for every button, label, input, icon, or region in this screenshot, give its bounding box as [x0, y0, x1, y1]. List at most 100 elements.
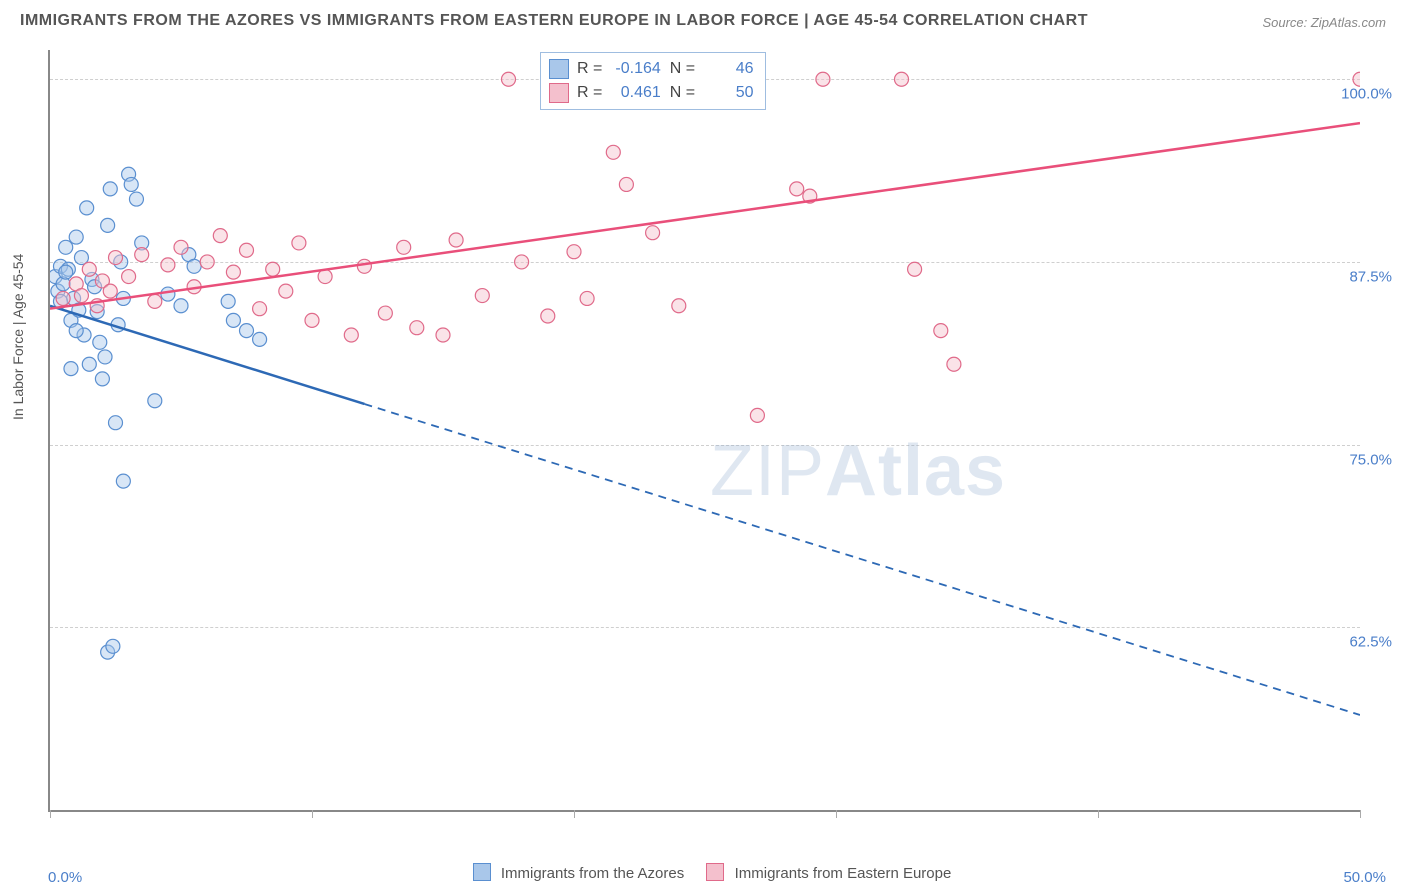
data-point [947, 357, 961, 371]
trend-line [50, 306, 364, 404]
data-point [253, 302, 267, 316]
x-axis-label-min: 0.0% [48, 869, 82, 886]
data-point [174, 299, 188, 313]
data-point [88, 280, 102, 294]
data-point [98, 350, 112, 364]
data-point [410, 321, 424, 335]
data-point [161, 287, 175, 301]
data-point [580, 291, 594, 305]
data-point [53, 294, 67, 308]
data-point [908, 262, 922, 276]
data-point [77, 328, 91, 342]
data-point [148, 394, 162, 408]
data-point [449, 233, 463, 247]
watermark: ZIPAtlas [710, 430, 1006, 512]
header-bar: IMMIGRANTS FROM THE AZORES VS IMMIGRANTS… [0, 0, 1406, 36]
data-point [226, 265, 240, 279]
data-point [74, 289, 88, 303]
data-point [305, 313, 319, 327]
data-point [95, 274, 109, 288]
y-axis-label: 62.5% [1349, 634, 1392, 651]
y-axis-title: In Labor Force | Age 45-54 [10, 254, 26, 420]
data-point [122, 167, 136, 181]
data-point [90, 299, 104, 313]
data-point [240, 243, 254, 257]
data-point [174, 240, 188, 254]
legend-label-0: Immigrants from the Azores [501, 865, 684, 882]
data-point [253, 332, 267, 346]
data-point [344, 328, 358, 342]
legend-label-1: Immigrants from Eastern Europe [735, 865, 952, 882]
data-point [67, 291, 81, 305]
data-point [292, 236, 306, 250]
data-point [116, 291, 130, 305]
stat-row-0: R = -0.164 N = 46 [549, 57, 753, 81]
data-point [101, 645, 115, 659]
data-point [101, 218, 115, 232]
data-point [56, 291, 70, 305]
data-point [378, 306, 392, 320]
data-point [318, 270, 332, 284]
data-point [182, 248, 196, 262]
data-point [279, 284, 293, 298]
data-point [103, 284, 117, 298]
data-point [750, 408, 764, 422]
stat-r-0: -0.164 [607, 57, 661, 81]
data-point [148, 294, 162, 308]
y-axis-label: 87.5% [1349, 268, 1392, 285]
data-point [56, 277, 70, 291]
data-point [266, 262, 280, 276]
trend-line-dashed [364, 404, 1360, 715]
plot-area: ZIPAtlas R = -0.164 N = 46 R = 0.461 N =… [48, 50, 1360, 812]
data-point [436, 328, 450, 342]
data-point [135, 236, 149, 250]
data-point [619, 177, 633, 191]
data-point [226, 313, 240, 327]
stat-legend-box: R = -0.164 N = 46 R = 0.461 N = 50 [540, 52, 766, 110]
swatch-icon [473, 863, 491, 881]
data-point [69, 277, 83, 291]
data-point [59, 265, 73, 279]
data-point [95, 372, 109, 386]
data-point [240, 324, 254, 338]
data-point [672, 299, 686, 313]
data-point [111, 318, 125, 332]
y-axis-label: 75.0% [1349, 451, 1392, 468]
swatch-icon [706, 863, 724, 881]
data-point [69, 324, 83, 338]
data-point [109, 416, 123, 430]
data-point [541, 309, 555, 323]
stat-n-1: 50 [699, 81, 753, 105]
data-point [803, 189, 817, 203]
source-label: Source: ZipAtlas.com [1262, 15, 1386, 30]
swatch-icon [549, 59, 569, 79]
data-point [50, 270, 62, 284]
data-point [106, 639, 120, 653]
data-point [187, 280, 201, 294]
data-point [213, 229, 227, 243]
data-point [221, 294, 235, 308]
data-point [61, 262, 75, 276]
stat-r-1: 0.461 [607, 81, 661, 105]
data-point [934, 324, 948, 338]
data-point [93, 335, 107, 349]
data-point [646, 226, 660, 240]
data-point [122, 270, 136, 284]
data-point [82, 357, 96, 371]
swatch-icon [549, 83, 569, 103]
y-axis-label: 100.0% [1341, 86, 1392, 103]
chart-canvas [50, 50, 1360, 810]
chart-title: IMMIGRANTS FROM THE AZORES VS IMMIGRANTS… [20, 12, 1088, 30]
data-point [567, 245, 581, 259]
data-point [64, 362, 78, 376]
data-point [606, 145, 620, 159]
data-point [116, 474, 130, 488]
data-point [85, 272, 99, 286]
data-point [129, 192, 143, 206]
trend-line [50, 123, 1360, 309]
data-point [103, 182, 117, 196]
stat-row-1: R = 0.461 N = 50 [549, 81, 753, 105]
data-point [51, 284, 65, 298]
data-point [124, 177, 138, 191]
data-point [72, 303, 86, 317]
